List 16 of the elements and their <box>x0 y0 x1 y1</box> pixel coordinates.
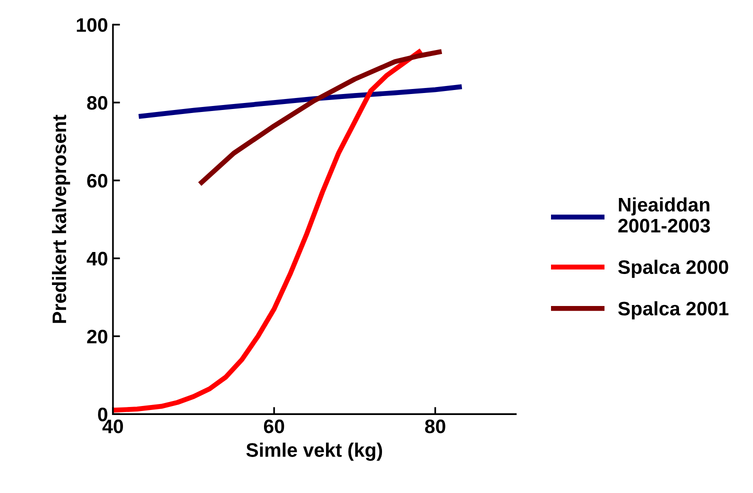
x-axis-title: Simle vekt (kg) <box>246 442 382 461</box>
y-tick-label: 60 <box>87 174 108 188</box>
legend-label: Njeaiddan 2001-2003 <box>618 197 710 233</box>
x-tick-label: 80 <box>425 419 446 434</box>
legend-label: Spalca 2001 <box>618 301 728 320</box>
line-series <box>112 49 422 413</box>
y-tick-label: 80 <box>87 96 108 110</box>
y-tick-label: 0 <box>98 408 108 422</box>
line-series <box>138 84 462 119</box>
line-series <box>199 49 442 185</box>
y-tick-label: 100 <box>76 18 108 32</box>
y-tick-label: 20 <box>87 330 108 344</box>
y-axis-title: Predikert kalveprosent <box>52 114 70 323</box>
y-tick-label: 40 <box>86 252 108 266</box>
legend-label: Spalca 2000 <box>618 260 728 278</box>
x-tick-label: 60 <box>264 419 284 434</box>
